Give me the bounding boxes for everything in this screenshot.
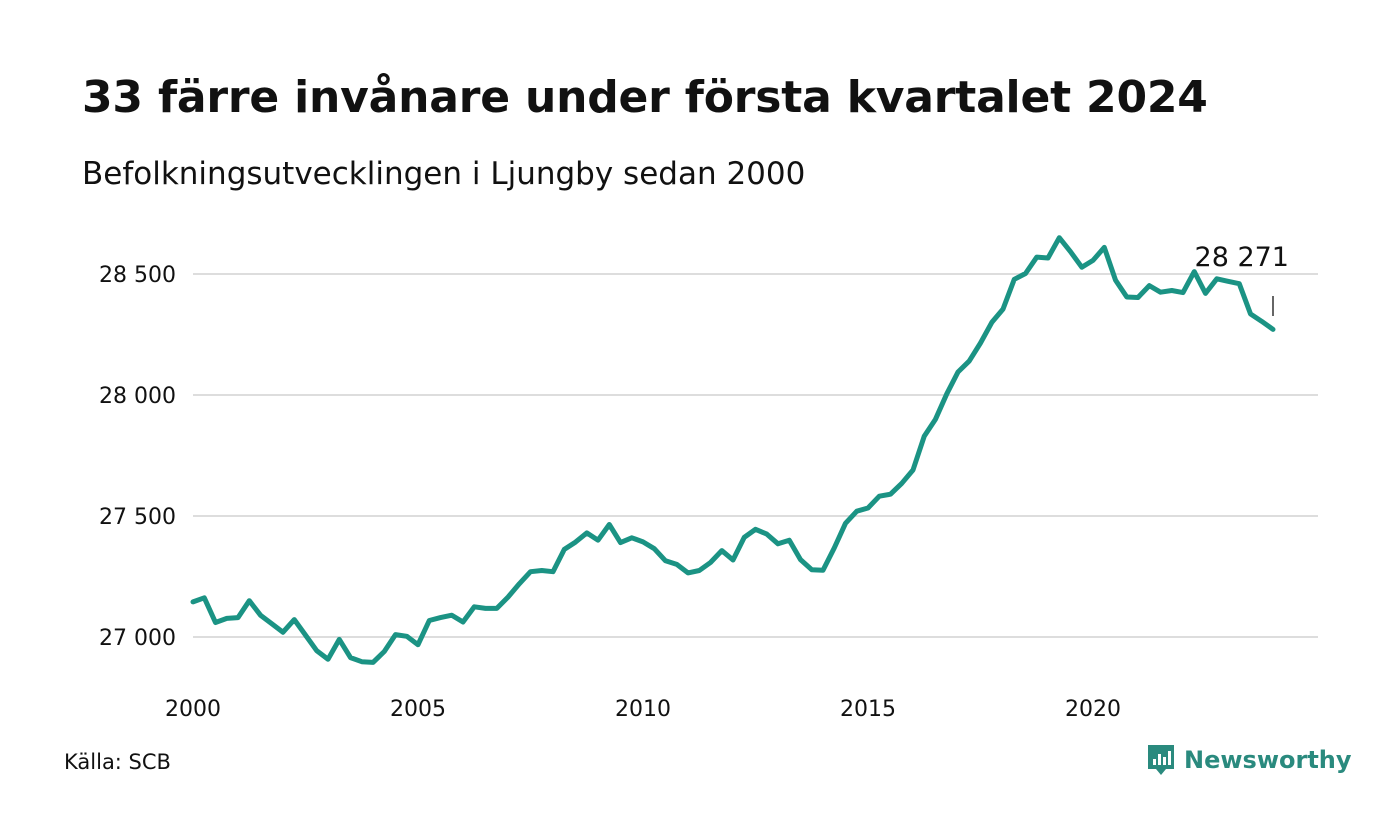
gridlines — [193, 273, 1318, 638]
line-chart: 27 000 27 500 28 000 28 500 2000 2005 2010 201… — [99, 235, 1318, 722]
y-tick-label: 28 000 — [99, 384, 176, 409]
y-tick-label: 27 000 — [99, 626, 176, 651]
brand-logo: Newsworthy — [1146, 743, 1352, 777]
annotation: 28 271 — [1195, 242, 1289, 316]
chart-subtitle: Befolkningsutvecklingen i Ljungby sedan … — [82, 156, 806, 192]
chart-title: 33 färre invånare under första kvartalet… — [82, 72, 1208, 123]
x-tick-label: 2005 — [390, 697, 446, 722]
x-axis-ticks: 2000 2005 2010 2015 2020 — [165, 697, 1121, 722]
x-tick-label: 2015 — [840, 697, 896, 722]
annotation-label: 28 271 — [1195, 242, 1289, 273]
brand-name: Newsworthy — [1184, 746, 1352, 774]
y-axis-ticks: 27 000 27 500 28 000 28 500 — [99, 263, 176, 651]
x-tick-label: 2010 — [615, 697, 671, 722]
x-tick-label: 2020 — [1065, 697, 1121, 722]
x-tick-label: 2000 — [165, 697, 221, 722]
series-line — [190, 235, 1276, 665]
y-tick-label: 28 500 — [99, 263, 176, 288]
series-population — [190, 235, 1276, 665]
newsworthy-icon — [1148, 745, 1174, 775]
y-tick-label: 27 500 — [99, 505, 176, 530]
source-note: Källa: SCB — [64, 750, 171, 774]
